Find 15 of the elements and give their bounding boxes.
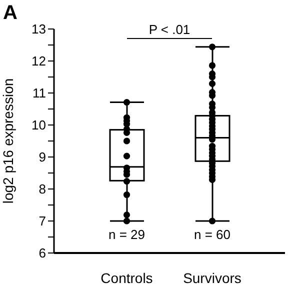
y-tick-label: 12 [32,54,46,69]
annotation: n = 29 [107,227,146,242]
y-tick-label: 11 [32,86,46,101]
y-tick-label: 10 [32,118,46,133]
y-axis-title: log2 p16 expression [0,78,16,204]
y-tick-label: 13 [32,22,46,37]
annotation: P < .01 [148,22,192,37]
y-tick-label: 8 [38,182,46,197]
text: A [3,2,18,25]
y-tick-label: 6 [38,246,46,261]
y-tick-label: 7 [38,214,46,229]
x-tick-label: Controls [100,270,153,286]
x-tick-label: Survivors [183,270,242,286]
annotation: n = 60 [192,227,232,242]
y-tick-label: 9 [38,150,46,165]
